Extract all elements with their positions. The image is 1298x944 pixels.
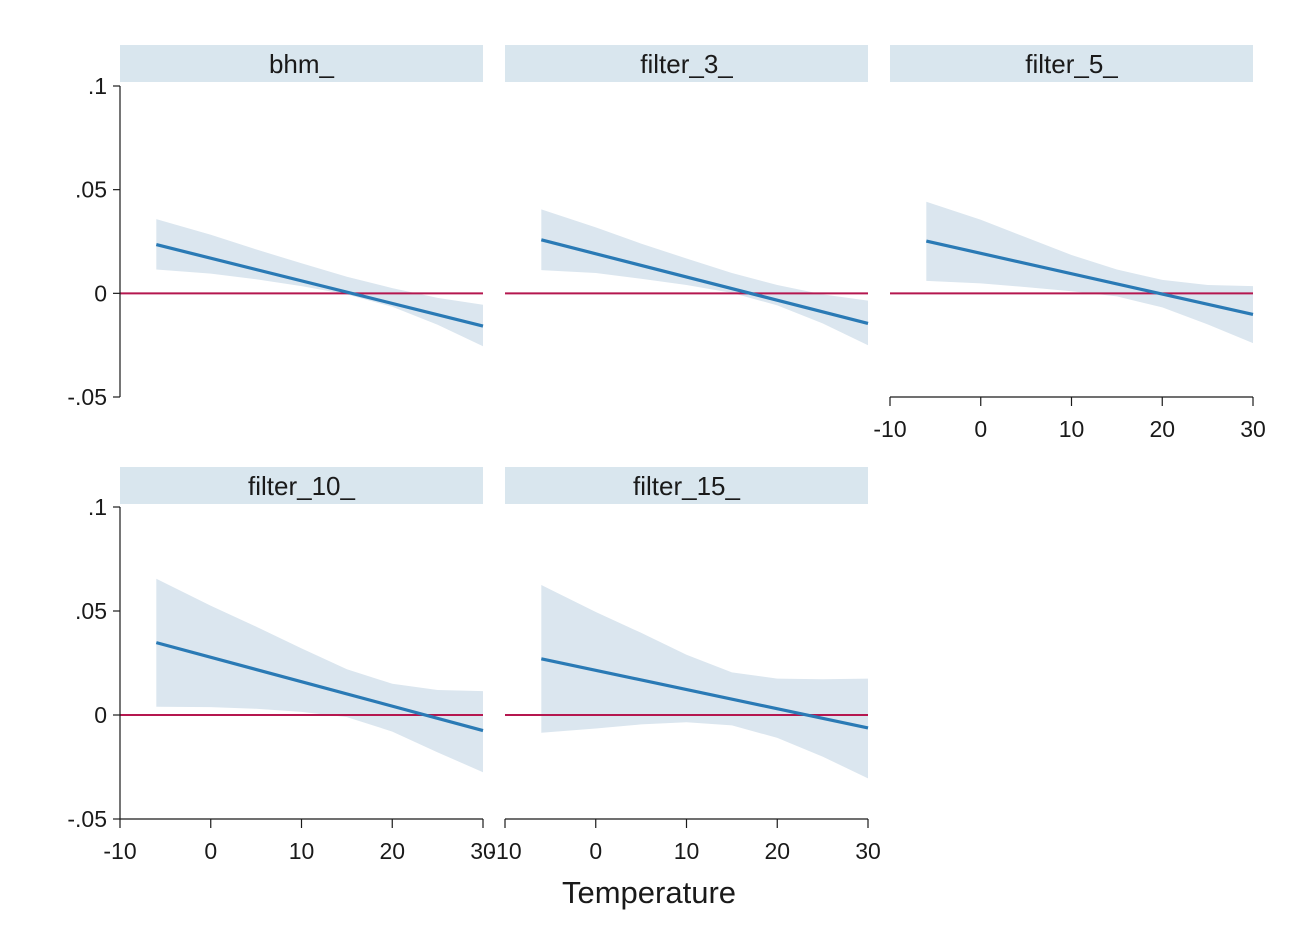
panel-filter-5: filter_5_ -10 0 10 20 30	[873, 45, 1266, 442]
confidence-band	[156, 578, 484, 773]
estimate-line	[155, 243, 484, 328]
x-tick-label: 10	[289, 838, 315, 864]
x-tick-label: -10	[873, 416, 906, 442]
x-tick-label: 20	[379, 838, 405, 864]
y-tick-label: 0	[94, 702, 107, 728]
x-tick-label: -10	[488, 838, 521, 864]
panel-strip	[120, 467, 483, 504]
panel-filter-10: filter_10_ -.05 0 .05 .1 -10 0 10 20 30	[67, 467, 496, 864]
confidence-band	[541, 209, 868, 346]
panel-title: filter_5_	[1025, 49, 1118, 79]
panel-strip	[120, 45, 483, 82]
confidence-band	[926, 201, 1253, 344]
x-tick-label: 20	[1149, 416, 1175, 442]
x-tick-label: -10	[103, 838, 136, 864]
confidence-band	[541, 585, 868, 779]
x-tick-label: 10	[674, 838, 700, 864]
x-tick-label: 0	[589, 838, 602, 864]
estimate-line	[155, 641, 484, 733]
y-tick-label: .05	[75, 598, 107, 624]
panel-strip	[505, 45, 868, 82]
panel-strip	[890, 45, 1253, 82]
y-tick-label: -.05	[67, 806, 107, 832]
estimate-line	[925, 239, 1254, 317]
confidence-band	[156, 219, 484, 347]
x-axis-title: Temperature	[562, 875, 736, 910]
y-tick-label: .05	[75, 177, 107, 203]
y-tick-label: .1	[88, 494, 107, 520]
x-tick-label: 0	[204, 838, 217, 864]
estimate-line	[540, 657, 869, 730]
x-tick-label: 30	[1240, 416, 1266, 442]
panel-title: filter_10_	[248, 471, 355, 501]
panel-strip	[505, 467, 868, 504]
panel-title: filter_15_	[633, 471, 740, 501]
x-tick-label: 10	[1059, 416, 1085, 442]
panel-filter-3: filter_3_	[505, 45, 869, 346]
x-tick-label: 30	[470, 838, 496, 864]
panel-bhm: bhm_ -.05 0 .05 .1	[67, 45, 484, 410]
estimate-line	[540, 238, 869, 325]
x-tick-label: 20	[764, 838, 790, 864]
panel-filter-15: filter_15_ -10 0 10 20 30	[488, 467, 881, 864]
y-tick-label: .1	[88, 73, 107, 99]
y-tick-label: -.05	[67, 384, 107, 410]
panel-title: bhm_	[269, 49, 335, 79]
panel-title: filter_3_	[640, 49, 733, 79]
y-tick-label: 0	[94, 280, 107, 306]
x-tick-label: 30	[855, 838, 881, 864]
x-tick-label: 0	[974, 416, 987, 442]
